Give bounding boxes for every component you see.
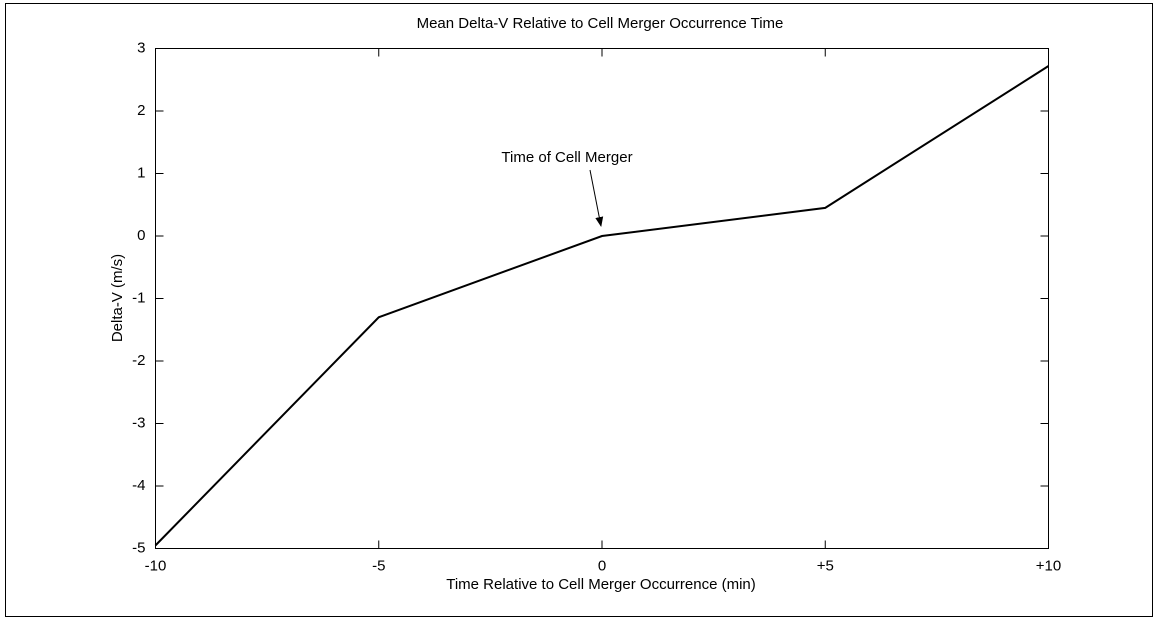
x-tick-label: +10 (1036, 557, 1061, 574)
x-tick-label: +5 (817, 557, 834, 574)
annotation-arrow (589, 169, 604, 227)
y-tick-label: -1 (132, 289, 145, 306)
x-axis-label: Time Relative to Cell Merger Occurrence … (446, 576, 756, 593)
chart-title: Mean Delta-V Relative to Cell Merger Occ… (417, 15, 784, 32)
y-tick-label: -2 (132, 352, 145, 369)
x-tick-label: -5 (372, 557, 385, 574)
y-axis-label: Delta-V (m/s) (109, 254, 126, 342)
y-tick-label: 1 (137, 164, 145, 181)
y-tick-label: -3 (132, 414, 145, 431)
y-tick-label: 3 (137, 39, 145, 56)
x-tick-label: -10 (145, 557, 167, 574)
x-tick-label: 0 (598, 557, 606, 574)
y-tick-label: -5 (132, 539, 145, 556)
annotation: Time of Cell Merger (501, 149, 632, 166)
data-line (154, 65, 1050, 547)
y-tick-label: -4 (132, 477, 145, 494)
y-tick-label: 2 (137, 102, 145, 119)
frame (5, 3, 1153, 617)
y-tick-label: 0 (137, 227, 145, 244)
